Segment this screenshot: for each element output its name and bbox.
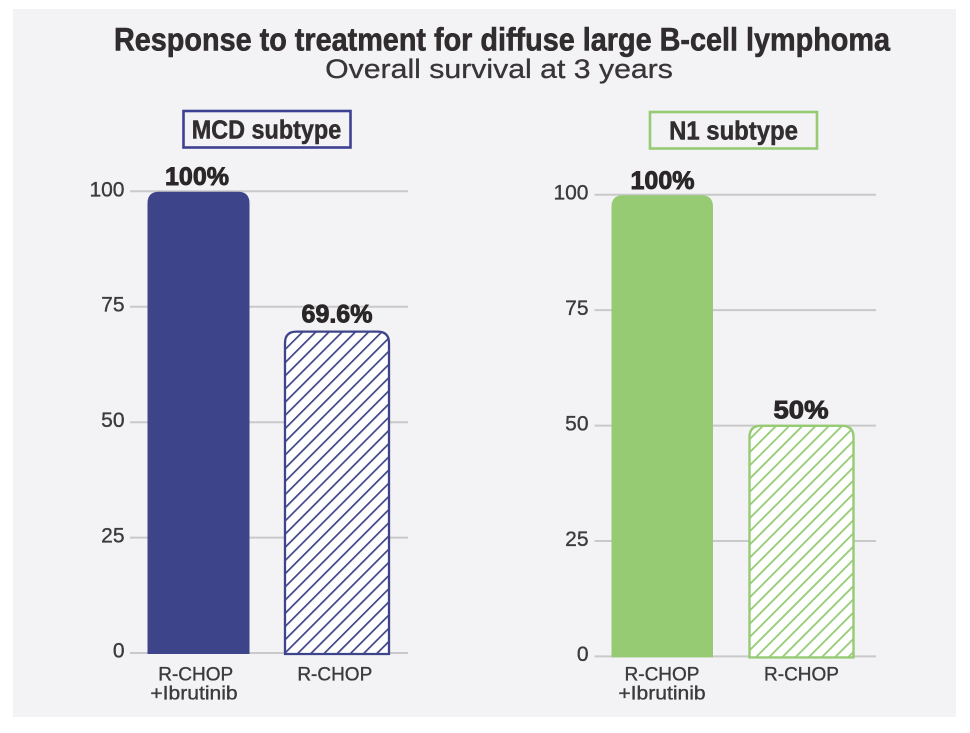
svg-text:75: 75 xyxy=(101,294,124,317)
svg-text:Overall survival at 3 years: Overall survival at 3 years xyxy=(325,54,673,84)
svg-text:50: 50 xyxy=(565,413,588,436)
svg-text:MCD subtype: MCD subtype xyxy=(192,117,341,145)
svg-text:50: 50 xyxy=(101,409,124,432)
svg-text:Response to treatment for diff: Response to treatment for diffuse large … xyxy=(114,22,891,58)
svg-text:R-CHOP: R-CHOP xyxy=(297,664,372,685)
svg-text:+Ibrutinib: +Ibrutinib xyxy=(618,683,705,704)
svg-text:25: 25 xyxy=(565,528,588,551)
svg-text:69.6%: 69.6% xyxy=(302,301,373,329)
svg-text:100: 100 xyxy=(553,182,588,205)
svg-text:100%: 100% xyxy=(631,167,695,195)
svg-text:+Ibrutinib: +Ibrutinib xyxy=(150,683,237,704)
svg-text:N1 subtype: N1 subtype xyxy=(669,117,798,146)
svg-text:0: 0 xyxy=(113,640,125,663)
svg-text:75: 75 xyxy=(565,297,588,320)
svg-text:R-CHOP: R-CHOP xyxy=(158,664,233,685)
svg-text:R-CHOP: R-CHOP xyxy=(625,664,700,685)
svg-text:25: 25 xyxy=(101,525,124,548)
svg-text:50%: 50% xyxy=(773,396,828,425)
svg-text:100: 100 xyxy=(89,178,124,201)
svg-text:R-CHOP: R-CHOP xyxy=(764,664,839,685)
svg-text:100%: 100% xyxy=(165,163,229,191)
svg-text:0: 0 xyxy=(577,643,589,666)
